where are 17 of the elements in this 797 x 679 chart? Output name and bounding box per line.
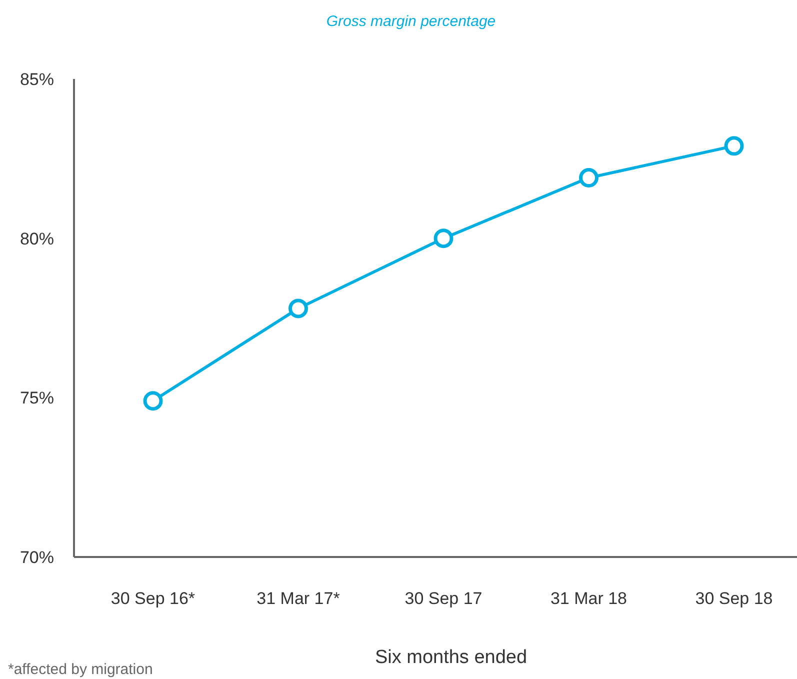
y-tick-label: 70% [20,548,54,567]
point [143,391,163,411]
x-tick-label: 31 Mar 18 [550,589,628,608]
chart-title: Gross margin percentage [326,13,496,30]
point [724,136,744,156]
point [434,228,454,248]
point [288,298,308,318]
y-tick-label: 75% [20,388,54,408]
y-tick-label: 80% [20,229,54,248]
x-tick-label: 31 Mar 17* [256,589,340,608]
x-axis-title: Six months ended [374,647,528,668]
y-tick-label: 85% [20,70,54,89]
x-tick-label: 30 Sep 17 [404,589,482,608]
point [579,168,598,188]
text: *affected by migration [8,661,153,678]
x-tick-label: 30 Sep 16* [110,589,196,608]
x-tick-label: 30 Sep 18 [695,589,773,608]
